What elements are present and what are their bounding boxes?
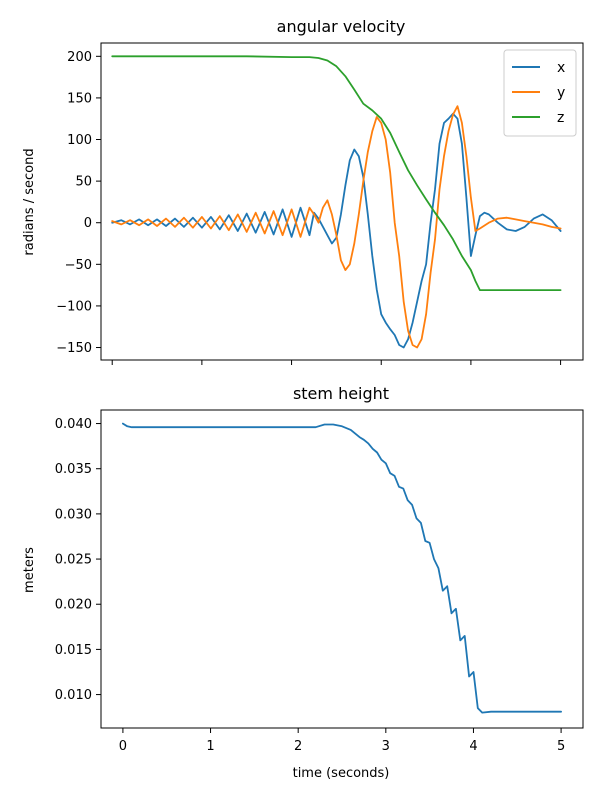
angular-velocity-ytick-label: 100 [67, 133, 92, 148]
stem-height-ytick-label: 0.035 [55, 462, 92, 477]
stem-height-plot-area [122, 422, 562, 714]
angular-velocity-ytick-label: 200 [67, 50, 92, 65]
stem-height-xlabel: time (seconds) [293, 766, 390, 781]
angular-velocity-ytick-label: 0 [84, 216, 92, 231]
stem-height-ytick-label: 0.015 [55, 643, 92, 658]
legend-label-x: x [557, 60, 565, 76]
stem-height-ytick-label: 0.040 [55, 417, 92, 432]
angular-velocity-ticks: 200 150 100 50 0 −50 −100 −150 [56, 50, 562, 365]
stem-height-series-line [122, 422, 562, 714]
stem-height-ylabel: meters [22, 547, 37, 593]
angular-velocity-series-y [111, 105, 562, 349]
legend-label-y: y [557, 85, 565, 101]
angular-velocity-frame [100, 42, 584, 361]
angular-velocity-series-x [111, 112, 562, 349]
stem-height-xtick-label: 3 [382, 739, 390, 754]
stem-height-xtick-label: 2 [294, 739, 302, 754]
stem-height-frame [100, 409, 584, 729]
angular-velocity-ytick-label: −100 [56, 299, 92, 314]
stem-height-xtick-label: 1 [206, 739, 214, 754]
angular-velocity-ytick-label: 50 [75, 175, 92, 190]
angular-velocity-title: angular velocity [277, 17, 406, 36]
stem-height-title: stem height [293, 384, 389, 403]
legend-label-z: z [557, 110, 564, 126]
angular-velocity-ylabel: radians / second [22, 148, 37, 255]
stem-height-ytick-label: 0.010 [55, 688, 92, 703]
stem-height-xtick-label: 4 [469, 739, 477, 754]
angular-velocity-legend: xyz [503, 49, 577, 137]
stem-height-xtick-label: 5 [557, 739, 565, 754]
angular-velocity-ytick-label: −150 [56, 341, 92, 356]
angular-velocity-ytick-label: 150 [67, 91, 92, 106]
stem-height-ytick-label: 0.030 [55, 507, 92, 522]
angular-velocity-ytick-label: −50 [65, 258, 92, 273]
stem-height-ticks: 0 1 2 3 4 5 0.040 0.035 0.030 0.025 0.020 0.015 0.01… [55, 417, 565, 754]
angular-velocity-panel: angular velocity radians / second 200 150… [22, 17, 584, 365]
angular-velocity-series-z [111, 55, 562, 292]
stem-height-ytick-label: 0.025 [55, 553, 92, 568]
stem-height-xtick-label: 0 [119, 739, 127, 754]
angular-velocity-plot-area [111, 55, 562, 349]
stem-height-ytick-label: 0.020 [55, 598, 92, 613]
stem-height-panel: stem height meters time (seconds) 0 1 2 3 4 5… [22, 384, 584, 781]
